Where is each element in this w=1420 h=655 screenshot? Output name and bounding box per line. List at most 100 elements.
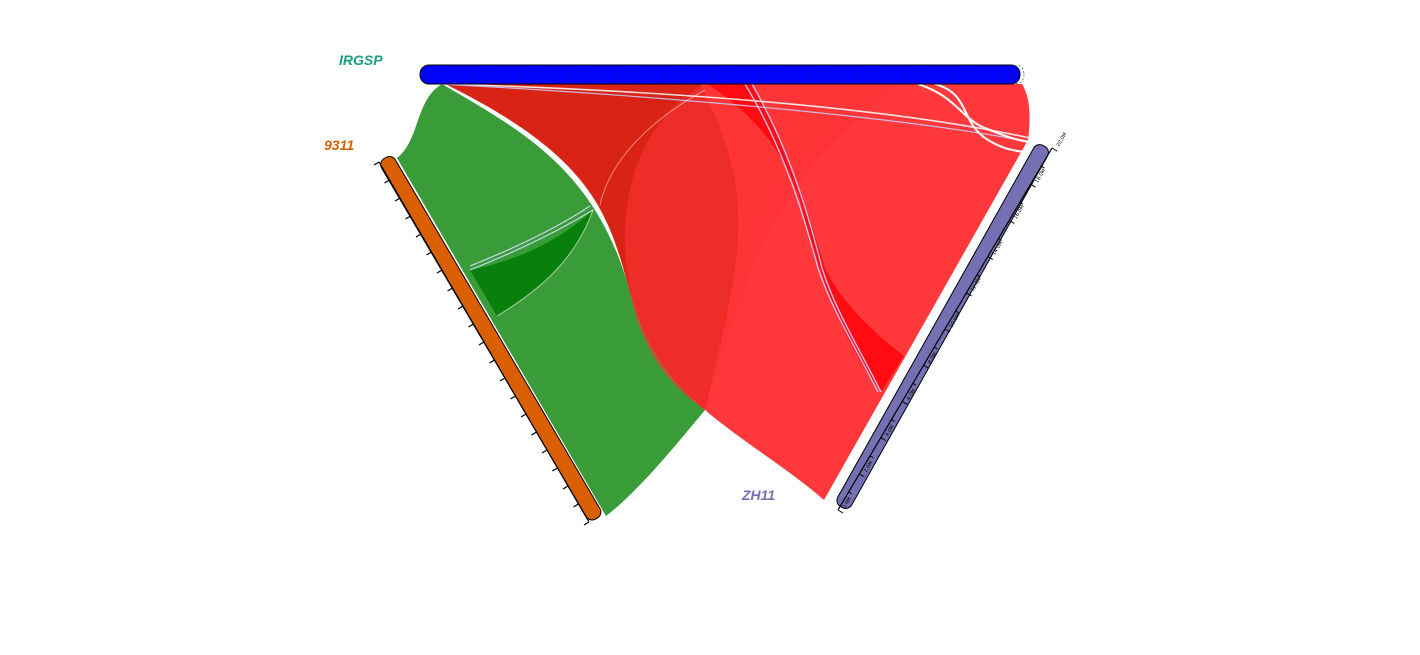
zh11-tick <box>869 455 874 459</box>
link-edge-4 <box>934 82 1025 154</box>
irgsp-bar-dash <box>963 65 977 84</box>
irgsp-bar-dash <box>807 65 821 84</box>
9311-tick <box>520 413 527 418</box>
link-edge-8 <box>469 205 591 267</box>
9311-tick <box>531 431 537 436</box>
irgsp-bar-dash <box>531 65 545 84</box>
zh11-tick <box>1019 201 1024 205</box>
link-irgsp-zh11-red-2 <box>624 84 900 410</box>
irgsp-bar-dash <box>831 65 845 84</box>
zh11-tick <box>998 238 1002 241</box>
irgsp-bar-dash <box>699 65 713 84</box>
irgsp-bar-dash <box>975 65 989 84</box>
zh11-label: ZH11 <box>741 487 775 503</box>
zh11-tick-label: 20.0M <box>1056 132 1069 148</box>
irgsp-bar-dash <box>927 65 941 84</box>
irgsp-bar-dash <box>711 65 725 84</box>
irgsp-bar-dash <box>903 65 917 84</box>
zh11-tick <box>880 437 887 442</box>
9311-tick <box>394 197 401 202</box>
9311-axis-line <box>378 161 590 523</box>
irgsp-bar-dash <box>543 65 557 84</box>
chromosomes: 0.0M2.0M4.0M6.0M8.0M10.0M12.0M14.0M16.0M… <box>373 64 1069 526</box>
9311-tick <box>457 305 464 310</box>
irgsp-bar-dash <box>555 65 569 84</box>
9311-tick <box>573 503 579 508</box>
synteny-links <box>397 82 1031 516</box>
irgsp-bar-dash <box>627 65 641 84</box>
irgsp-bar-dash <box>855 65 869 84</box>
irgsp-bar-dash <box>735 65 749 84</box>
irgsp-bar-dashes <box>423 65 1025 84</box>
link-irgsp-9311-green <box>397 84 705 516</box>
zh11-tick <box>859 473 865 478</box>
9311-tick <box>562 485 569 490</box>
irgsp-bar-dash <box>579 65 593 84</box>
irgsp-bar-dash <box>483 65 497 84</box>
link-irgsp-zh11-red <box>700 84 1030 500</box>
irgsp-bar-dash <box>939 65 953 84</box>
9311-axis-ticks <box>373 161 590 526</box>
irgsp-bar-dash <box>987 65 1001 84</box>
irgsp-bar-dash <box>435 65 449 84</box>
irgsp-chromosome-bar <box>419 64 1021 85</box>
irgsp-bar-dash <box>639 65 653 84</box>
9311-tick <box>541 449 548 454</box>
zh11-tick <box>1030 183 1036 188</box>
9311-label: 9311 <box>324 137 354 153</box>
irgsp-bar-dash <box>447 65 461 84</box>
zh11-tick-label: 0.0M <box>842 496 853 510</box>
irgsp-bar-dash <box>999 65 1013 84</box>
irgsp-bar-dash <box>951 65 965 84</box>
zh11-tick <box>1051 147 1058 152</box>
link-edge-5 <box>751 83 882 393</box>
9311-tick <box>384 179 390 184</box>
irgsp-bar-dash <box>603 65 617 84</box>
zh11-tick-label: 8.0M <box>927 352 938 366</box>
9311-tick <box>552 467 558 472</box>
irgsp-bar-dash <box>867 65 881 84</box>
9311-tick <box>510 395 516 400</box>
irgsp-bar-dash <box>651 65 665 84</box>
irgsp-bar-dash <box>471 65 485 84</box>
irgsp-bar-dash <box>747 65 761 84</box>
zh11-tick <box>987 256 994 261</box>
irgsp-bar-dash <box>891 65 905 84</box>
zh11-tick <box>1008 219 1015 224</box>
irgsp-bar-dash <box>591 65 605 84</box>
9311-tick <box>499 377 506 382</box>
9311-tick <box>426 251 432 256</box>
zh11-tick-label: 6.0M <box>906 388 917 402</box>
irgsp-bar-dash <box>615 65 629 84</box>
link-irgsp-zh11-brightred <box>708 84 904 392</box>
zh11-tick-label: 4.0M <box>884 424 895 438</box>
zh11-tick <box>837 509 844 514</box>
irgsp-bar-dash <box>795 65 809 84</box>
zh11-tick <box>891 419 895 422</box>
link-edge-7 <box>469 209 594 271</box>
zh11-tick <box>901 400 908 405</box>
link-9311-darkgreen <box>470 210 593 316</box>
zh11-tick <box>1041 165 1045 169</box>
irgsp-bar-dash <box>843 65 857 84</box>
irgsp-bar-dash <box>495 65 509 84</box>
zh11-tick <box>976 274 981 278</box>
irgsp-label: IRGSP <box>339 52 383 68</box>
zh11-tick <box>966 292 972 297</box>
link-edge-3 <box>917 82 1031 144</box>
zh11-tick <box>848 491 852 495</box>
irgsp-bar-dash <box>459 65 473 84</box>
9311-tick <box>436 269 443 274</box>
irgsp-bar-dash <box>783 65 797 84</box>
link-edge-6 <box>744 83 879 393</box>
9311-tick <box>489 359 495 364</box>
zh11-tick <box>955 310 959 314</box>
link-edge-1 <box>444 83 1031 139</box>
irgsp-bar-dash <box>759 65 773 84</box>
zh11-tick-label: 2.0M <box>863 460 874 474</box>
zh11-tick <box>934 346 938 350</box>
irgsp-bar-dash <box>567 65 581 84</box>
link-edge-9 <box>496 209 594 317</box>
